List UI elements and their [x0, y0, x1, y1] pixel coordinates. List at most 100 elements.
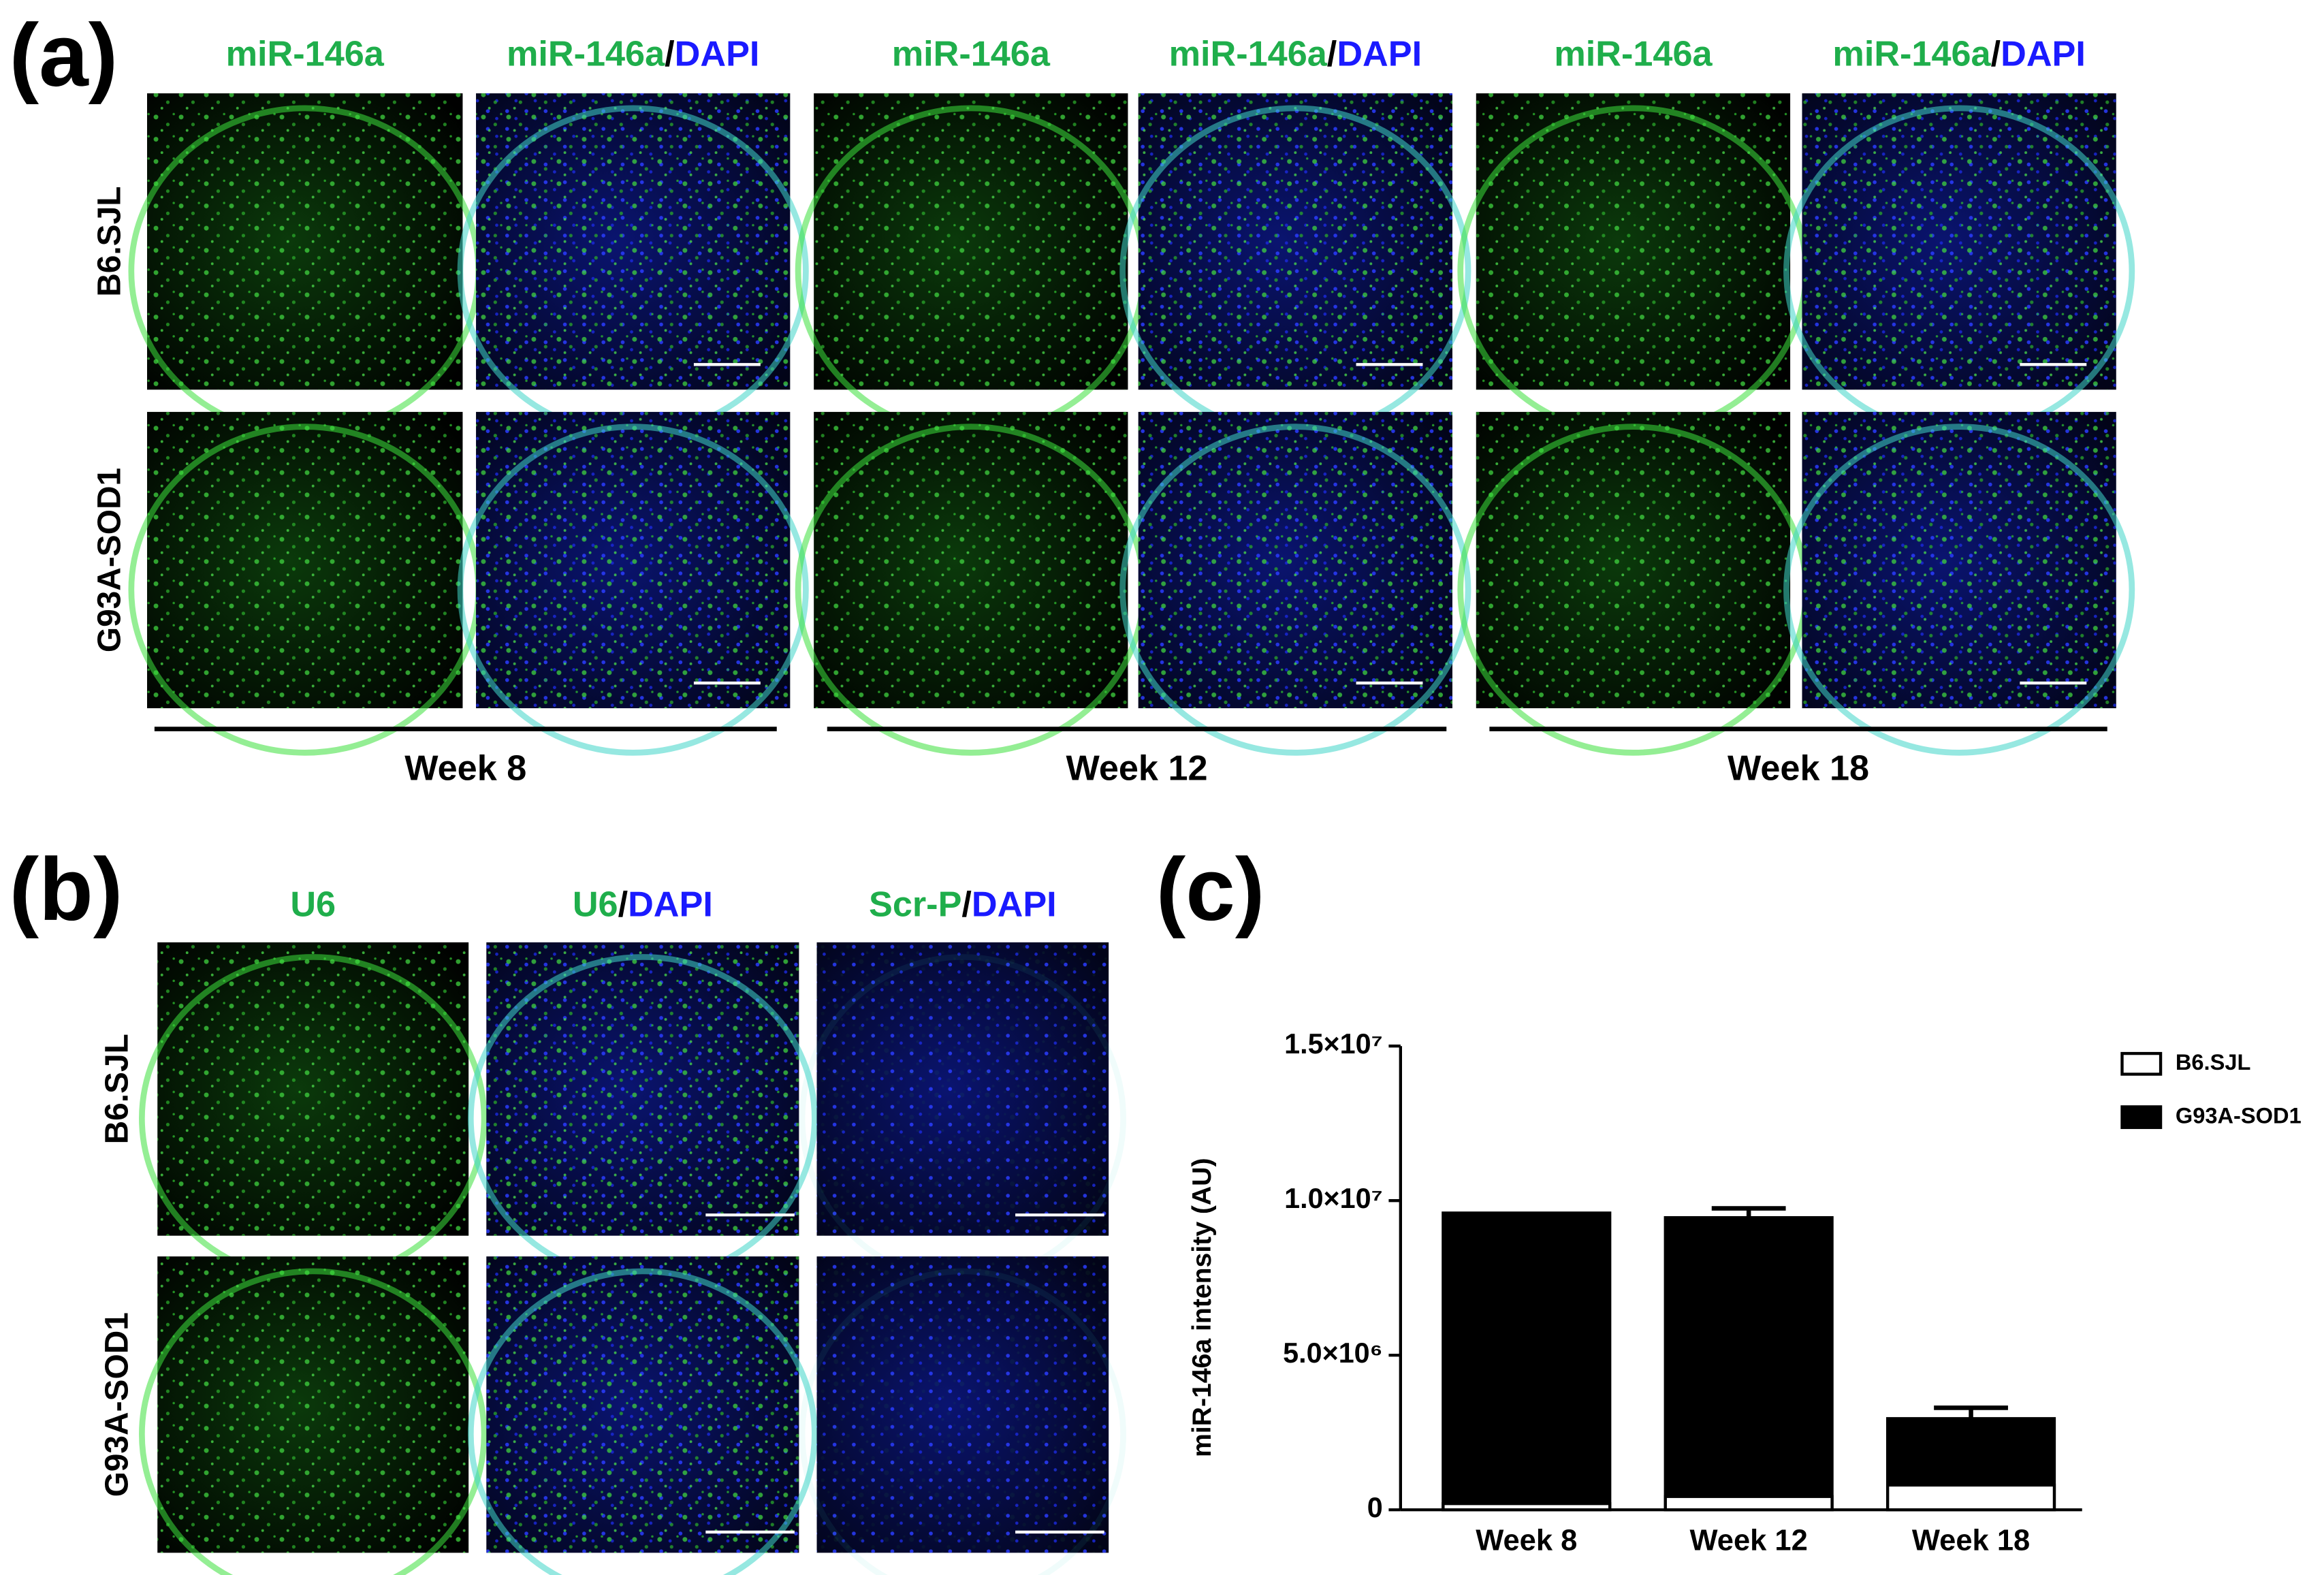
header-part: DAPI — [628, 885, 713, 924]
micrograph — [795, 411, 1147, 756]
micrograph — [457, 93, 809, 437]
y-tick-label: 1.0×10⁷ — [1284, 1183, 1383, 1214]
signal — [1138, 93, 1452, 390]
y-tick-label: 5.0×10⁶ — [1283, 1337, 1383, 1369]
column-header: miR-146a/DAPI — [1832, 34, 2086, 74]
micrograph — [128, 93, 481, 437]
y-tick-label: 0 — [1367, 1492, 1383, 1523]
x-tick-label: Week 8 — [1476, 1525, 1577, 1557]
y-tick-label: 1.5×10⁷ — [1284, 1028, 1383, 1060]
signal — [157, 1256, 469, 1553]
micrograph — [1457, 93, 1809, 437]
header-part: U6 — [290, 885, 336, 924]
header-part: / — [1991, 34, 2001, 74]
micrograph — [1119, 93, 1471, 437]
micrograph — [139, 942, 488, 1283]
micrograph — [467, 942, 818, 1283]
header-part: miR-146a — [1832, 34, 1991, 74]
column-header: miR-146a — [892, 34, 1051, 74]
bar — [1664, 1216, 1834, 1512]
column-header: miR-146a/DAPI — [507, 34, 760, 74]
header-part: DAPI — [675, 34, 760, 74]
x-tick-label: Week 12 — [1689, 1525, 1807, 1557]
row-label: B6.SJL — [99, 1034, 135, 1144]
column-header: miR-146a — [226, 34, 385, 74]
header-part: U6 — [573, 885, 618, 924]
signal — [1802, 411, 2116, 709]
error-bar — [1934, 1405, 2008, 1419]
header-part: miR-146a — [892, 34, 1051, 74]
micrograph — [128, 411, 481, 756]
legend-label: B6.SJL — [2176, 1049, 2251, 1075]
group-label: Week 8 — [404, 748, 526, 788]
column-header: U6/DAPI — [573, 885, 713, 924]
signal — [816, 942, 1109, 1236]
tissue-edge — [799, 1268, 1126, 1575]
tissue-edge — [468, 1268, 818, 1575]
column-header: U6 — [290, 885, 336, 924]
micrograph — [795, 93, 1147, 437]
group-label: Week 18 — [1728, 748, 1869, 788]
legend-swatch — [2120, 1051, 2163, 1076]
signal — [1476, 93, 1791, 390]
signal — [814, 411, 1128, 709]
signal — [476, 93, 791, 390]
micrograph — [1119, 411, 1471, 756]
header-part: miR-146a — [507, 34, 665, 74]
row-label: G93A-SOD1 — [91, 468, 127, 652]
micrograph — [1783, 411, 2135, 756]
group-label: Week 12 — [1066, 748, 1207, 788]
micrograph — [1783, 93, 2135, 437]
signal — [1138, 411, 1452, 709]
panel-label: (c) — [1156, 840, 1265, 939]
column-header: Scr-P/DAPI — [869, 885, 1057, 924]
signal — [146, 411, 463, 709]
row-label: G93A-SOD1 — [99, 1312, 135, 1497]
signal — [1476, 411, 1791, 709]
micrograph — [139, 1256, 488, 1575]
header-part: miR-146a — [1554, 34, 1713, 74]
micrograph — [1457, 411, 1809, 756]
header-part: DAPI — [2001, 34, 2086, 74]
header-part: / — [618, 885, 628, 924]
signal — [476, 411, 791, 709]
signal — [814, 93, 1128, 390]
signal — [486, 942, 799, 1236]
y-axis-label: miR-146a intensity (AU) — [1188, 1158, 1217, 1457]
bar — [1442, 1211, 1612, 1512]
x-tick-label: Week 18 — [1912, 1525, 2030, 1557]
column-header: miR-146a/DAPI — [1169, 34, 1422, 74]
signal — [1802, 93, 2116, 390]
micrograph — [799, 942, 1126, 1283]
signal — [486, 1256, 799, 1553]
header-part: / — [1327, 34, 1337, 74]
row-label: B6.SJL — [91, 187, 127, 297]
bar — [1442, 1502, 1612, 1512]
column-header: miR-146a — [1554, 34, 1713, 74]
signal — [157, 942, 469, 1236]
header-part: miR-146a — [1169, 34, 1328, 74]
tissue-edge — [139, 1268, 488, 1575]
micrograph — [468, 1256, 818, 1575]
header-part: DAPI — [972, 885, 1057, 924]
header-part: miR-146a — [226, 34, 385, 74]
header-part: / — [961, 885, 972, 924]
signal — [816, 1256, 1109, 1553]
micrograph — [799, 1256, 1126, 1575]
panel-label: (a) — [10, 5, 118, 105]
panel-label: (b) — [10, 840, 123, 939]
legend-label: G93A-SOD1 — [2176, 1102, 2302, 1128]
header-part: Scr-P — [869, 885, 961, 924]
micrograph — [457, 411, 809, 756]
header-part: DAPI — [1337, 34, 1422, 74]
tissue-edge — [1119, 424, 1471, 756]
bar — [1664, 1495, 1834, 1512]
tissue-edge — [1783, 424, 2135, 756]
tissue-edge — [457, 424, 809, 756]
error-bar — [1711, 1206, 1786, 1218]
bar — [1885, 1483, 2056, 1512]
signal — [146, 93, 463, 390]
header-part: / — [665, 34, 675, 74]
